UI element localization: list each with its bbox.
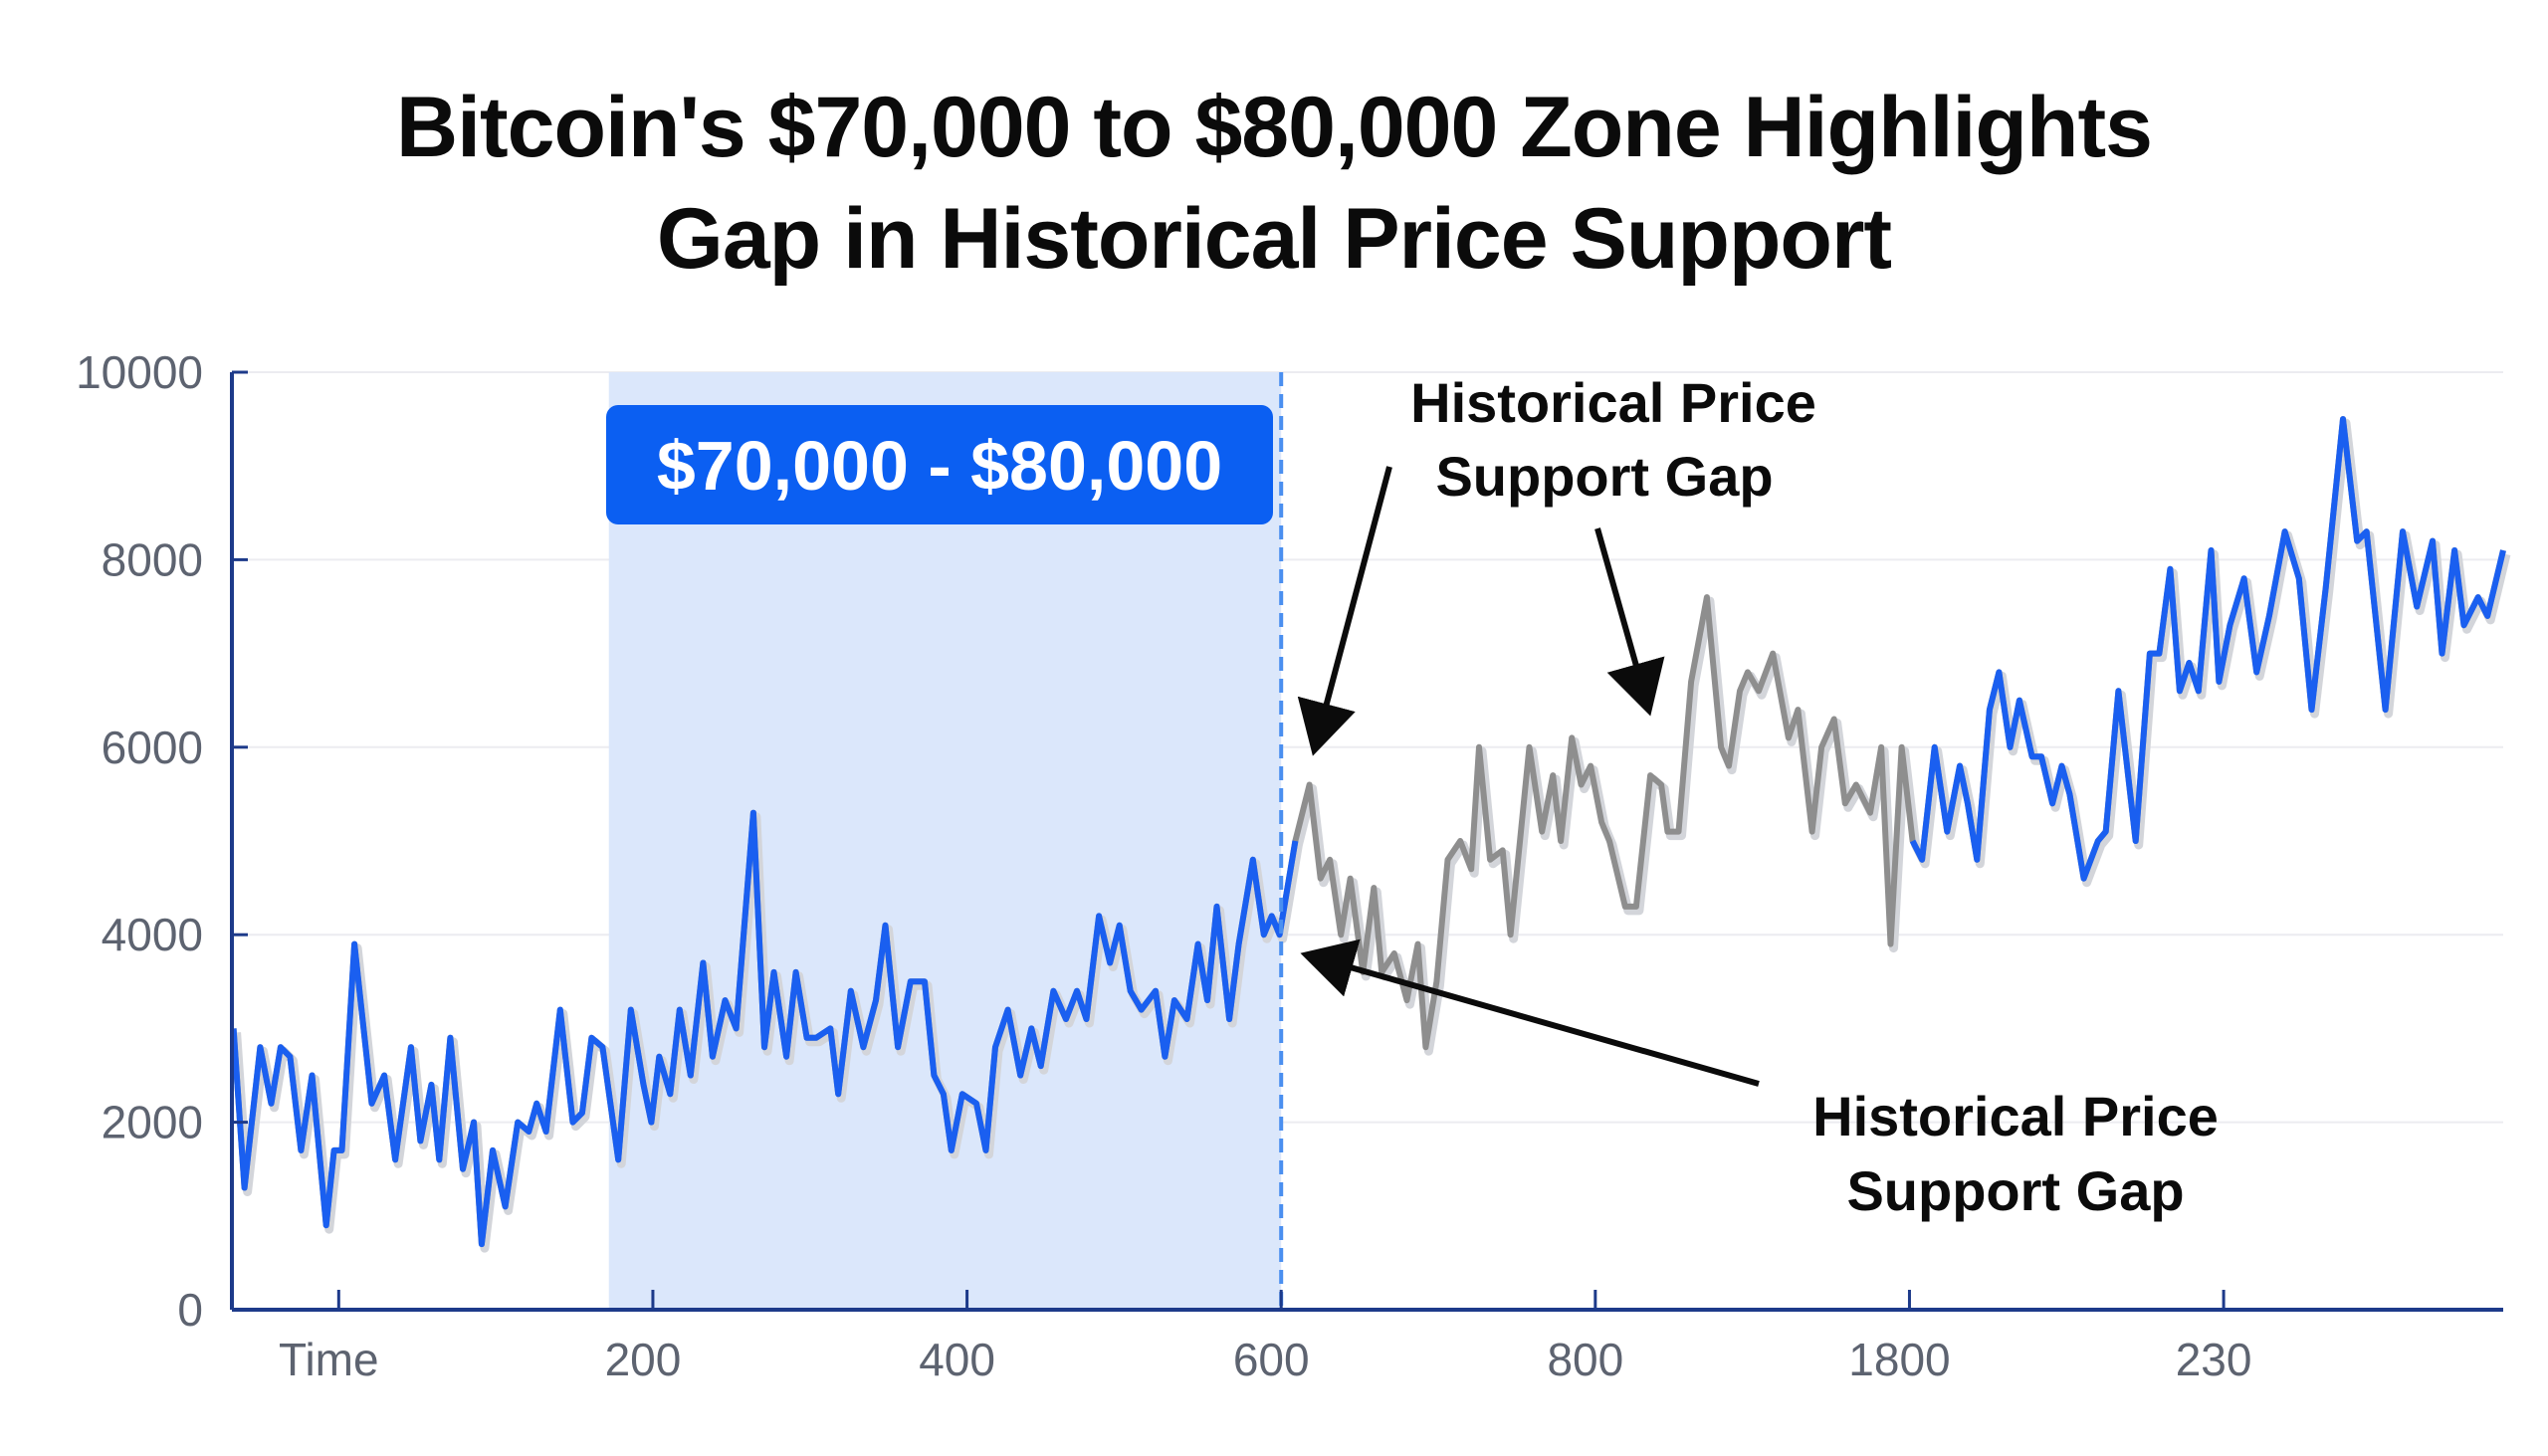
x-tick-label: 230 <box>2176 1334 2252 1385</box>
range-label-bg <box>606 405 1273 524</box>
annotation-top-line2: Support Gap <box>1435 445 1773 508</box>
title-line-2: Gap in Historical Price Support <box>656 191 1892 287</box>
highlight-region <box>608 372 1282 1310</box>
annotation-top: Historical Price Support Gap <box>1297 371 1816 756</box>
x-tick-label: Time <box>279 1334 379 1385</box>
x-tick-label: 200 <box>605 1334 682 1385</box>
price-lines <box>230 416 2511 1253</box>
annotation-bottom: Historical Price Support Gap <box>1300 938 2219 1222</box>
range-label-text: $70,000 - $80,000 <box>657 427 1222 505</box>
annotation-bottom-line1: Historical Price <box>1812 1085 2219 1147</box>
x-tick-label: 400 <box>919 1334 995 1385</box>
range-label: $70,000 - $80,000 <box>606 405 1273 524</box>
x-tick-labels: Time 200 400 600 800 1800 230 <box>279 1334 2251 1385</box>
x-tick-label: 1800 <box>1848 1334 1950 1385</box>
blue-price-line <box>230 809 1299 1248</box>
annotation-top-line1: Historical Price <box>1410 371 1816 434</box>
y-tick-label: 10000 <box>76 346 203 398</box>
y-tick-label: 6000 <box>102 722 203 773</box>
y-tick-label: 2000 <box>102 1097 203 1148</box>
annotation-bottom-line2: Support Gap <box>1846 1159 2184 1222</box>
y-tick-labels: 0 2000 4000 6000 8000 10000 <box>76 346 203 1336</box>
annotation-arrow <box>1297 466 1392 756</box>
annotation-arrow <box>1594 527 1665 717</box>
y-tick-label: 8000 <box>102 533 203 585</box>
x-tick-label: 600 <box>1233 1334 1310 1385</box>
gridlines <box>232 371 2503 1124</box>
chart-title: Bitcoin's $70,000 to $80,000 Zone Highli… <box>0 72 2548 295</box>
y-tick-label: 0 <box>177 1284 203 1336</box>
annotation-arrow <box>1300 938 1760 1087</box>
blue-price-line <box>1909 416 2506 882</box>
axes <box>230 370 2503 1312</box>
x-tick-label: 800 <box>1547 1334 1623 1385</box>
title-line-1: Bitcoin's $70,000 to $80,000 Zone Highli… <box>396 80 2153 175</box>
y-tick-label: 4000 <box>102 909 203 960</box>
